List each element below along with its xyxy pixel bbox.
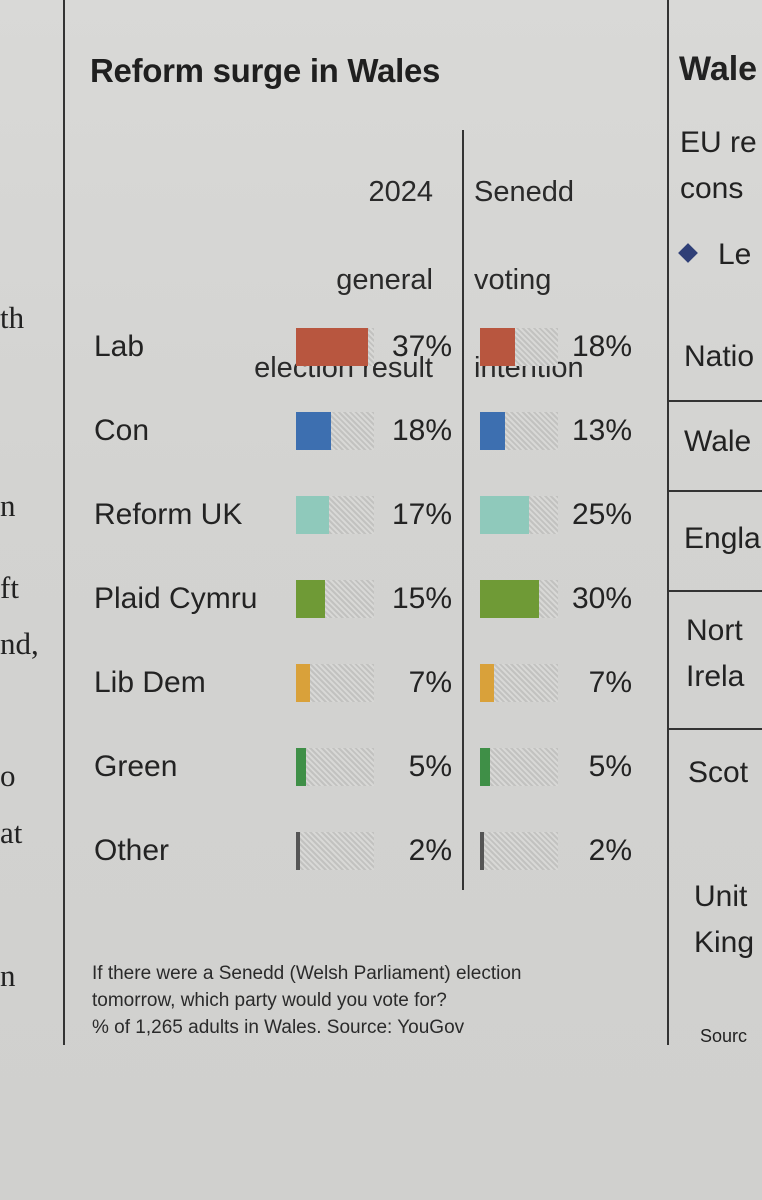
bar-mark [480, 832, 484, 870]
right-row-label: Scot [688, 756, 749, 789]
value-label: 18% [391, 414, 452, 447]
right-row-label: Engla [684, 522, 761, 555]
right-row-label: Unit [694, 880, 748, 913]
party-label: Lib Dem [94, 666, 206, 699]
bar-track [480, 496, 558, 534]
chart-title: Reform surge in Wales [90, 52, 441, 89]
bar-track [480, 328, 558, 366]
chart-row: Lab 37% 18% [0, 322, 660, 372]
right-row-label: Wale [684, 425, 752, 458]
column-header-senedd: Senedd voting intention [474, 126, 634, 434]
value-label: 15% [391, 582, 452, 615]
value-label: 18% [571, 330, 632, 363]
note-line: % of 1,265 adults in Wales. Source: YouG… [92, 1017, 465, 1038]
left-fragment: th [0, 300, 25, 335]
party-label: Plaid Cymru [94, 582, 258, 615]
right-source: Sourc [700, 1026, 748, 1046]
column-header-line: Senedd [474, 176, 574, 208]
right-column-subtitle: cons [680, 172, 744, 205]
value-label: 30% [571, 582, 632, 615]
right-row-rule [668, 400, 762, 402]
right-row-rule [668, 728, 762, 730]
right-row-rule [668, 490, 762, 492]
bar-mark [296, 496, 330, 534]
column-rule-right [667, 0, 669, 1045]
bar-mark [296, 748, 306, 786]
left-fragment: at [0, 815, 23, 850]
value-label: 25% [571, 498, 632, 531]
bar-track [480, 412, 558, 450]
bar-mark [480, 496, 529, 534]
column-rule-left [63, 0, 65, 1045]
right-row-rule [668, 590, 762, 592]
bar-mark [296, 328, 369, 366]
party-label: Lab [94, 330, 145, 363]
chart-note: If there were a Senedd (Welsh Parliament… [92, 960, 632, 1041]
value-label: 17% [391, 498, 452, 531]
bar-mark [480, 664, 494, 702]
value-label: 5% [588, 750, 632, 783]
bar-track [480, 580, 558, 618]
party-label: Green [94, 750, 178, 783]
bar-track [480, 748, 558, 786]
bar-mark [296, 580, 326, 618]
bar-mark [296, 664, 310, 702]
value-label: 5% [408, 750, 452, 783]
party-label: Con [94, 414, 150, 447]
right-column-subtitle: EU re [680, 126, 757, 159]
note-line: tomorrow, which party would you vote for… [92, 990, 447, 1011]
left-fragment: ft [0, 570, 19, 605]
value-label: 7% [408, 666, 452, 699]
chart-row: Plaid Cymru 15% 30% [0, 574, 660, 624]
chart-row: Con 18% 13% [0, 406, 660, 456]
value-label: 2% [408, 834, 452, 867]
column-header-line: general [336, 264, 433, 296]
column-divider [462, 130, 464, 890]
left-fragment: nd, [0, 626, 39, 661]
bar-mark [480, 412, 506, 450]
bar-track [296, 580, 374, 618]
value-label: 2% [588, 834, 632, 867]
chart-row: Green 5% 5% [0, 742, 660, 792]
value-label: 7% [588, 666, 632, 699]
left-fragment: o [0, 758, 16, 793]
bar-track [480, 664, 558, 702]
note-line: If there were a Senedd (Welsh Parliament… [92, 963, 522, 984]
bar-track [296, 412, 374, 450]
column-header-2024: 2024 general election result [190, 126, 433, 434]
party-label: Reform UK [94, 498, 243, 531]
bar-mark [296, 412, 332, 450]
right-row-label: Irela [686, 660, 745, 693]
column-header-line: voting [474, 264, 552, 296]
chart-row: Reform UK 17% 25% [0, 490, 660, 540]
party-label: Other [94, 834, 170, 867]
bar-track [296, 328, 374, 366]
column-header-line: 2024 [368, 176, 433, 208]
bar-mark [480, 328, 516, 366]
bar-track [296, 496, 374, 534]
right-legend-label: Le [718, 238, 752, 271]
left-fragment: n [0, 958, 16, 993]
bar-track [480, 832, 558, 870]
right-column-title: Wale [679, 50, 758, 88]
bar-track [296, 748, 374, 786]
value-label: 13% [571, 414, 632, 447]
bar-mark [480, 748, 490, 786]
value-label: 37% [391, 330, 452, 363]
right-row-label: Nort [686, 614, 743, 647]
bar-track [296, 664, 374, 702]
bar-mark [296, 832, 300, 870]
left-fragment: n [0, 488, 16, 523]
chart-row: Lib Dem 7% 7% [0, 658, 660, 708]
bar-track [296, 832, 374, 870]
chart-row: Other 2% 2% [0, 826, 660, 876]
bar-mark [480, 580, 539, 618]
right-row-label: King [694, 926, 755, 959]
right-row-label: Natio [684, 340, 755, 373]
